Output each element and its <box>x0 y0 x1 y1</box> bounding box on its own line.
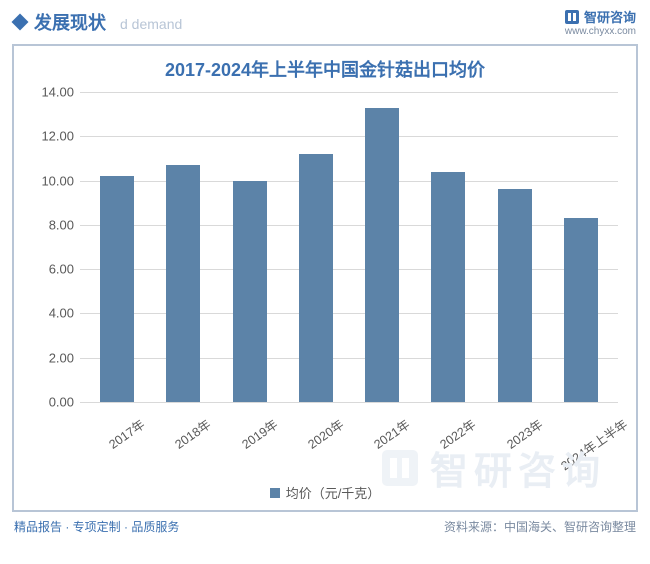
bar <box>564 218 598 402</box>
bar <box>431 172 465 402</box>
bar <box>299 154 333 402</box>
x-axis-label: 2022年 <box>436 414 480 453</box>
y-axis-label: 6.00 <box>24 262 74 277</box>
xlabel-slot: 2018年 <box>150 406 216 466</box>
diamond-icon <box>12 14 29 31</box>
bar-slot <box>150 92 216 402</box>
y-axis-label: 12.00 <box>24 129 74 144</box>
bar-slot <box>84 92 150 402</box>
header-title: 发展现状 <box>34 9 106 35</box>
legend-swatch <box>270 488 280 498</box>
brand-logo-icon <box>564 9 580 25</box>
x-axis-label: 2023年 <box>502 414 546 453</box>
xlabel-slot: 2021年 <box>349 406 415 466</box>
brand-row: 智研咨询 <box>564 7 636 26</box>
chart-container: 2017-2024年上半年中国金针菇出口均价 0.002.004.006.008… <box>12 44 638 512</box>
x-axis-label: 2020年 <box>303 414 347 453</box>
chart-title: 2017-2024年上半年中国金针菇出口均价 <box>14 46 636 88</box>
header-right: 智研咨询 www.chyxx.com <box>564 7 636 37</box>
xlabel-slot: 2024年上半年 <box>548 406 614 466</box>
bar-slot <box>217 92 283 402</box>
footer: 精品报告 · 专项定制 · 品质服务 资料来源：中国海关、智研咨询整理 <box>0 512 650 535</box>
xlabel-slot: 2020年 <box>283 406 349 466</box>
bar <box>233 181 267 402</box>
x-axis-label: 2024年上半年 <box>556 414 631 474</box>
xlabel-slot: 2019年 <box>217 406 283 466</box>
header-subtitle: d demand <box>120 16 182 32</box>
x-axis-label: 2017年 <box>104 414 148 453</box>
brand-url: www.chyxx.com <box>564 26 636 37</box>
x-axis-labels: 2017年 2018年 2019年 2020年 2021年 2022年 2023年2024年… <box>80 406 618 466</box>
bar-slot <box>415 92 481 402</box>
footer-right: 资料来源：中国海关、智研咨询整理 <box>444 518 636 535</box>
legend: 均价（元/千克） <box>14 483 636 502</box>
xlabel-slot: 2017年 <box>84 406 150 466</box>
bar <box>498 189 532 402</box>
bar <box>166 165 200 402</box>
x-axis-label: 2018年 <box>171 414 215 453</box>
bars-container <box>80 92 618 402</box>
x-axis-label: 2021年 <box>369 414 413 453</box>
xlabel-slot: 2023年 <box>482 406 548 466</box>
bar <box>100 176 134 402</box>
header: 发展现状 d demand 智研咨询 www.chyxx.com <box>0 0 650 40</box>
bar <box>365 108 399 403</box>
y-axis-label: 8.00 <box>24 217 74 232</box>
plot-area: 0.002.004.006.008.0010.0012.0014.00 <box>80 92 618 402</box>
bar-slot <box>349 92 415 402</box>
bar-slot <box>548 92 614 402</box>
brand-name: 智研咨询 <box>584 7 636 26</box>
gridline <box>80 402 618 403</box>
footer-left: 精品报告 · 专项定制 · 品质服务 <box>14 518 179 535</box>
bar-slot <box>482 92 548 402</box>
xlabel-slot: 2022年 <box>415 406 481 466</box>
y-axis-label: 10.00 <box>24 173 74 188</box>
y-axis-label: 4.00 <box>24 306 74 321</box>
bar-slot <box>283 92 349 402</box>
x-axis-label: 2019年 <box>237 414 281 453</box>
y-axis-label: 14.00 <box>24 85 74 100</box>
y-axis-label: 2.00 <box>24 350 74 365</box>
y-axis-label: 0.00 <box>24 395 74 410</box>
header-left: 发展现状 d demand <box>14 9 182 35</box>
legend-label: 均价（元/千克） <box>286 483 381 502</box>
